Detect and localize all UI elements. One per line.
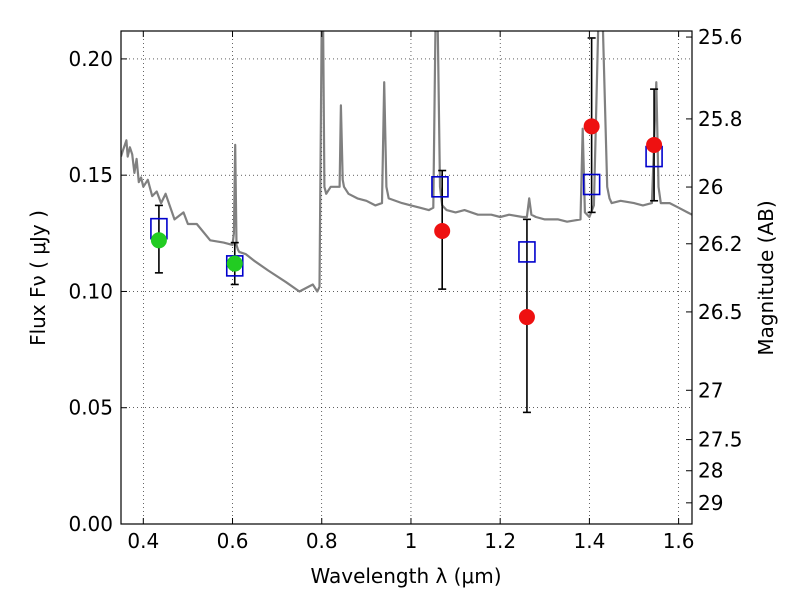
x-axis-label: Wavelength λ (μm) xyxy=(310,564,501,588)
magnitude-axis-label: Magnitude (AB) xyxy=(754,200,778,355)
magnitude-tick-label: 25.8 xyxy=(698,107,743,131)
model-point-square xyxy=(518,241,536,263)
observed-point-circle xyxy=(434,222,451,239)
x-tick-label: 1 xyxy=(405,529,418,553)
magnitude-tick-label: 25.6 xyxy=(698,25,743,49)
model-spectrum xyxy=(121,31,692,293)
plot-background xyxy=(121,31,692,524)
x-tick-label: 1.6 xyxy=(663,529,695,553)
magnitude-tick-label: 26.5 xyxy=(698,300,743,324)
x-axis-ticks: 0.4 0.6 0.8 1 1.2 1.4 1.6 xyxy=(127,31,695,553)
observed-point-circle xyxy=(646,136,663,153)
observed-point-circle xyxy=(518,309,535,326)
y-axis-label: Flux Fν ( μJy ) xyxy=(26,210,50,346)
x-tick-label: 1.4 xyxy=(573,529,605,553)
y-tick-label: 0.15 xyxy=(68,163,113,187)
observed-point-circle xyxy=(583,118,600,135)
data-markers xyxy=(150,118,663,326)
y-tick-label: 0.10 xyxy=(68,279,113,303)
x-tick-label: 0.8 xyxy=(306,529,338,553)
y-axis-ticks: 0.00 0.05 0.10 0.15 0.20 xyxy=(68,47,127,536)
y-tick-label: 0.20 xyxy=(68,47,113,71)
y-tick-label: 0.05 xyxy=(68,396,113,420)
magnitude-tick-label: 28 xyxy=(698,459,723,483)
model-point-square xyxy=(431,176,449,198)
magnitude-tick-label: 29 xyxy=(698,491,723,515)
x-tick-label: 1.2 xyxy=(484,529,516,553)
magnitude-tick-label: 27 xyxy=(698,378,723,402)
observed-point-circle xyxy=(226,255,243,272)
x-tick-label: 0.4 xyxy=(127,529,159,553)
observed-point-circle xyxy=(150,232,167,249)
magnitude-axis-ticks: 25.6 25.8 26 26.2 26.5 27 27.5 28 29 xyxy=(686,25,743,515)
model-spectrum-line xyxy=(121,31,692,293)
magnitude-tick-label: 27.5 xyxy=(698,428,743,452)
magnitude-tick-label: 26 xyxy=(698,175,723,199)
magnitude-tick-label: 26.2 xyxy=(698,232,743,256)
model-point-square xyxy=(582,173,601,196)
plot-frame xyxy=(120,30,693,525)
y-tick-label: 0.00 xyxy=(68,512,113,536)
x-tick-label: 0.6 xyxy=(217,529,249,553)
